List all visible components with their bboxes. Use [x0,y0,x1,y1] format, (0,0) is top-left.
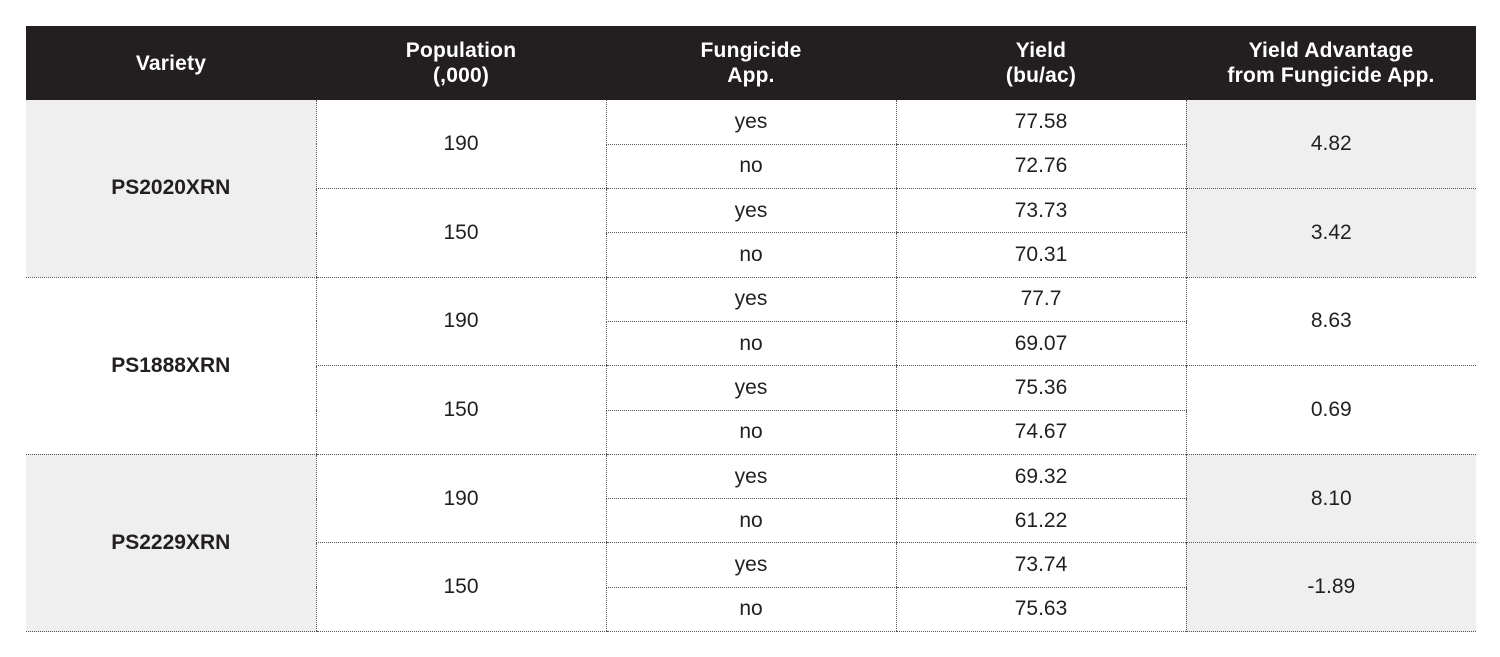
population-value: 190 [315,100,606,190]
header-label: Yield Advantage [1248,39,1414,62]
fungicide-app-value: yes [605,100,896,145]
table-row: 150 yes 75.36 0.69 [26,365,1476,455]
yield-value: 77.58 [895,100,1186,145]
header-sublabel: (bu/ac) [1005,64,1077,87]
yield-value: 72.76 [895,144,1186,190]
yield-advantage-value: 0.69 [1185,365,1476,455]
variety-group: PS1888XRN 190 yes 77.7 8.63 no 69.07 150… [26,277,1476,455]
header-fungicide-app: Fungicide App. [606,26,896,100]
header-sublabel: App. [727,64,775,87]
variety-group: PS2020XRN 190 yes 77.58 4.82 no 72.76 15… [26,100,1476,278]
fungicide-app-value: yes [605,277,896,322]
yield-value: 75.36 [895,365,1186,411]
yield-advantage-value: 8.63 [1185,277,1476,367]
header-sublabel: (,000) [432,64,490,87]
population-value: 150 [315,188,606,278]
fungicide-app-value: yes [605,188,896,234]
yield-table: Variety Population (,000) Fungicide App.… [26,26,1476,633]
variety-name: PS2229XRN [26,454,316,633]
fungicide-app-value: no [605,321,896,367]
header-variety: Variety [26,26,316,100]
yield-advantage-value: 3.42 [1185,188,1476,278]
yield-value: 70.31 [895,232,1186,278]
yield-value: 69.32 [895,454,1186,500]
population-value: 190 [315,454,606,544]
header-yield: Yield (bu/ac) [896,26,1186,100]
yield-value: 73.73 [895,188,1186,234]
yield-value: 75.63 [895,587,1186,633]
header-label: Population [405,39,517,62]
fungicide-app-value: no [605,144,896,190]
yield-value: 73.74 [895,542,1186,588]
variety-group: PS2229XRN 190 yes 69.32 8.10 no 61.22 15… [26,454,1476,633]
table-row: 150 yes 73.73 3.42 [26,188,1476,278]
header-yield-advantage: Yield Advantage from Fungicide App. [1186,26,1476,100]
table-row: PS1888XRN 190 yes 77.7 8.63 [26,277,1476,455]
population-value: 190 [315,277,606,367]
variety-name: PS2020XRN [26,100,316,278]
yield-advantage-value: -1.89 [1185,542,1476,633]
header-row: Variety Population (,000) Fungicide App.… [26,26,1476,100]
header-label: Fungicide [700,39,802,62]
header-label: Yield [1015,39,1067,62]
table-row: PS2020XRN 190 yes 77.58 4.82 [26,100,1476,278]
population-value: 150 [315,542,606,633]
yield-advantage-value: 4.82 [1185,100,1476,190]
yield-value: 61.22 [895,498,1186,544]
header-population: Population (,000) [316,26,606,100]
fungicide-app-value: no [605,498,896,544]
fungicide-app-value: no [605,232,896,278]
table-row: no 70.31 [26,232,1476,278]
header-sublabel: from Fungicide App. [1227,64,1435,87]
table-row: no 61.22 [26,498,1476,544]
table-row: no 72.76 [26,144,1476,190]
fungicide-app-value: yes [605,542,896,588]
yield-value: 74.67 [895,410,1186,455]
table-row: no 69.07 [26,321,1476,367]
header-label: Variety [135,51,207,75]
table-row: PS2229XRN 190 yes 69.32 8.10 [26,454,1476,633]
yield-value: 69.07 [895,321,1186,367]
fungicide-app-value: no [605,410,896,455]
yield-value: 77.7 [895,277,1186,322]
table-row: no 75.63 [26,587,1476,633]
table-row: 150 yes 73.74 -1.89 [26,542,1476,633]
variety-name: PS1888XRN [26,277,316,455]
population-value: 150 [315,365,606,455]
fungicide-app-value: yes [605,365,896,411]
fungicide-app-value: no [605,587,896,633]
fungicide-app-value: yes [605,454,896,500]
table-row: no 74.67 [26,410,1476,455]
yield-advantage-value: 8.10 [1185,454,1476,544]
